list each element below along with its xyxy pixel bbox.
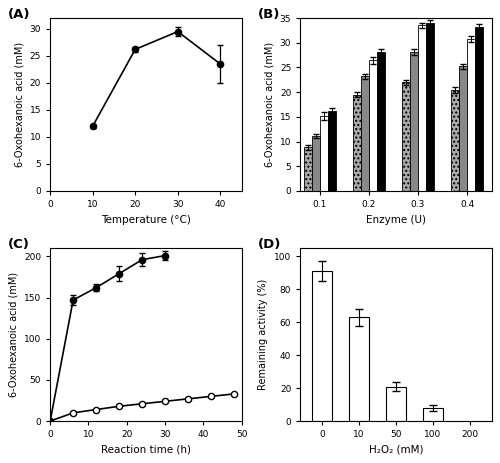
Bar <box>460 67 467 191</box>
Bar <box>418 25 426 191</box>
X-axis label: Temperature (°C): Temperature (°C) <box>101 214 191 225</box>
Y-axis label: 6-Oxohexanoic acid (mM): 6-Oxohexanoic acid (mM) <box>14 42 24 167</box>
Bar <box>369 60 377 191</box>
Bar <box>377 52 384 191</box>
Y-axis label: Remaining activity (%): Remaining activity (%) <box>258 279 268 390</box>
Text: (C): (C) <box>8 238 30 251</box>
Y-axis label: 6-Oxohexanoic acid (mM): 6-Oxohexanoic acid (mM) <box>264 42 274 167</box>
Bar <box>361 76 369 191</box>
Bar <box>304 148 312 191</box>
Bar <box>475 27 483 191</box>
Bar <box>349 317 370 421</box>
X-axis label: Enzyme (U): Enzyme (U) <box>366 214 426 225</box>
Bar <box>467 39 475 191</box>
Text: (D): (D) <box>258 238 281 251</box>
Bar <box>312 136 320 191</box>
Bar <box>386 387 406 421</box>
Bar <box>328 111 336 191</box>
Bar <box>452 90 460 191</box>
Bar <box>402 82 410 191</box>
Bar <box>320 116 328 191</box>
Bar <box>426 23 434 191</box>
Bar <box>410 52 418 191</box>
X-axis label: Reaction time (h): Reaction time (h) <box>101 444 191 455</box>
Y-axis label: 6-Oxohexanoic acid (mM): 6-Oxohexanoic acid (mM) <box>8 272 18 397</box>
Bar <box>422 408 443 421</box>
X-axis label: H₂O₂ (mM): H₂O₂ (mM) <box>368 444 423 455</box>
Bar <box>354 94 361 191</box>
Text: (A): (A) <box>8 8 30 21</box>
Bar <box>312 271 332 421</box>
Text: (B): (B) <box>258 8 280 21</box>
